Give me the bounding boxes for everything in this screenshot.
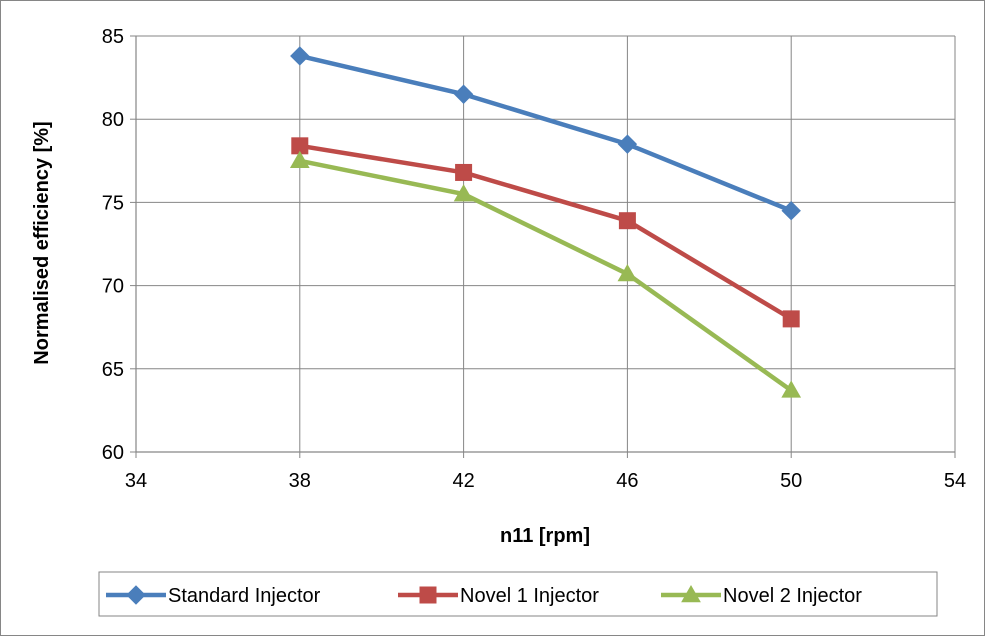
- data-point: [455, 163, 473, 181]
- data-point: [617, 263, 638, 282]
- data-point: [290, 46, 310, 66]
- legend-marker: [126, 585, 146, 605]
- x-tick-label: 46: [616, 470, 638, 492]
- x-tick-label: 54: [944, 470, 966, 492]
- y-axis-title: Normalised efficiency [%]: [31, 121, 53, 364]
- y-tick-label: 80: [102, 109, 124, 131]
- legend-label: Novel 2 Injector: [723, 585, 862, 607]
- x-tick-label: 34: [125, 470, 147, 492]
- legend-box: [98, 571, 938, 617]
- series-2: [291, 137, 800, 328]
- tick-labels: 60 65 70 75 80 85 34 38 42 46 50 54: [102, 26, 966, 492]
- legend-marker: [419, 586, 437, 604]
- series-1: [290, 46, 801, 221]
- x-tick-label: 42: [452, 470, 474, 492]
- legend-marker: [681, 584, 701, 603]
- grid: [135, 35, 956, 453]
- data-point: [781, 201, 801, 221]
- legend-entry: Novel 2 Injector: [661, 584, 862, 607]
- legend-entry: Standard Injector: [106, 585, 321, 607]
- series-line: [297, 143, 794, 322]
- y-tick-label: 85: [102, 26, 124, 48]
- legend: Standard Injector Novel 1 Injector Novel 2…: [98, 571, 938, 617]
- legend-label: Novel 1 Injector: [460, 585, 599, 607]
- y-tick-label: 70: [102, 276, 124, 298]
- y-tick-label: 60: [102, 442, 124, 464]
- data-point: [782, 310, 800, 328]
- data-point: [781, 380, 802, 398]
- series-line: [297, 158, 794, 393]
- data-point: [617, 134, 638, 154]
- data-point: [453, 84, 474, 104]
- x-axis-title: n11 [rpm]: [500, 525, 590, 547]
- y-tick-label: 65: [102, 359, 124, 381]
- data-point: [618, 212, 636, 230]
- series-layer: [289, 46, 802, 398]
- series-line: [297, 53, 794, 213]
- data-point: [453, 184, 474, 202]
- x-tick-label: 38: [289, 470, 311, 492]
- legend-label: Standard Injector: [168, 585, 321, 607]
- series-3: [289, 150, 802, 398]
- legend-entry: Novel 1 Injector: [398, 585, 599, 607]
- x-tick-label: 50: [780, 470, 802, 492]
- axes: [130, 35, 956, 458]
- data-point: [289, 150, 310, 169]
- y-tick-label: 75: [102, 192, 124, 214]
